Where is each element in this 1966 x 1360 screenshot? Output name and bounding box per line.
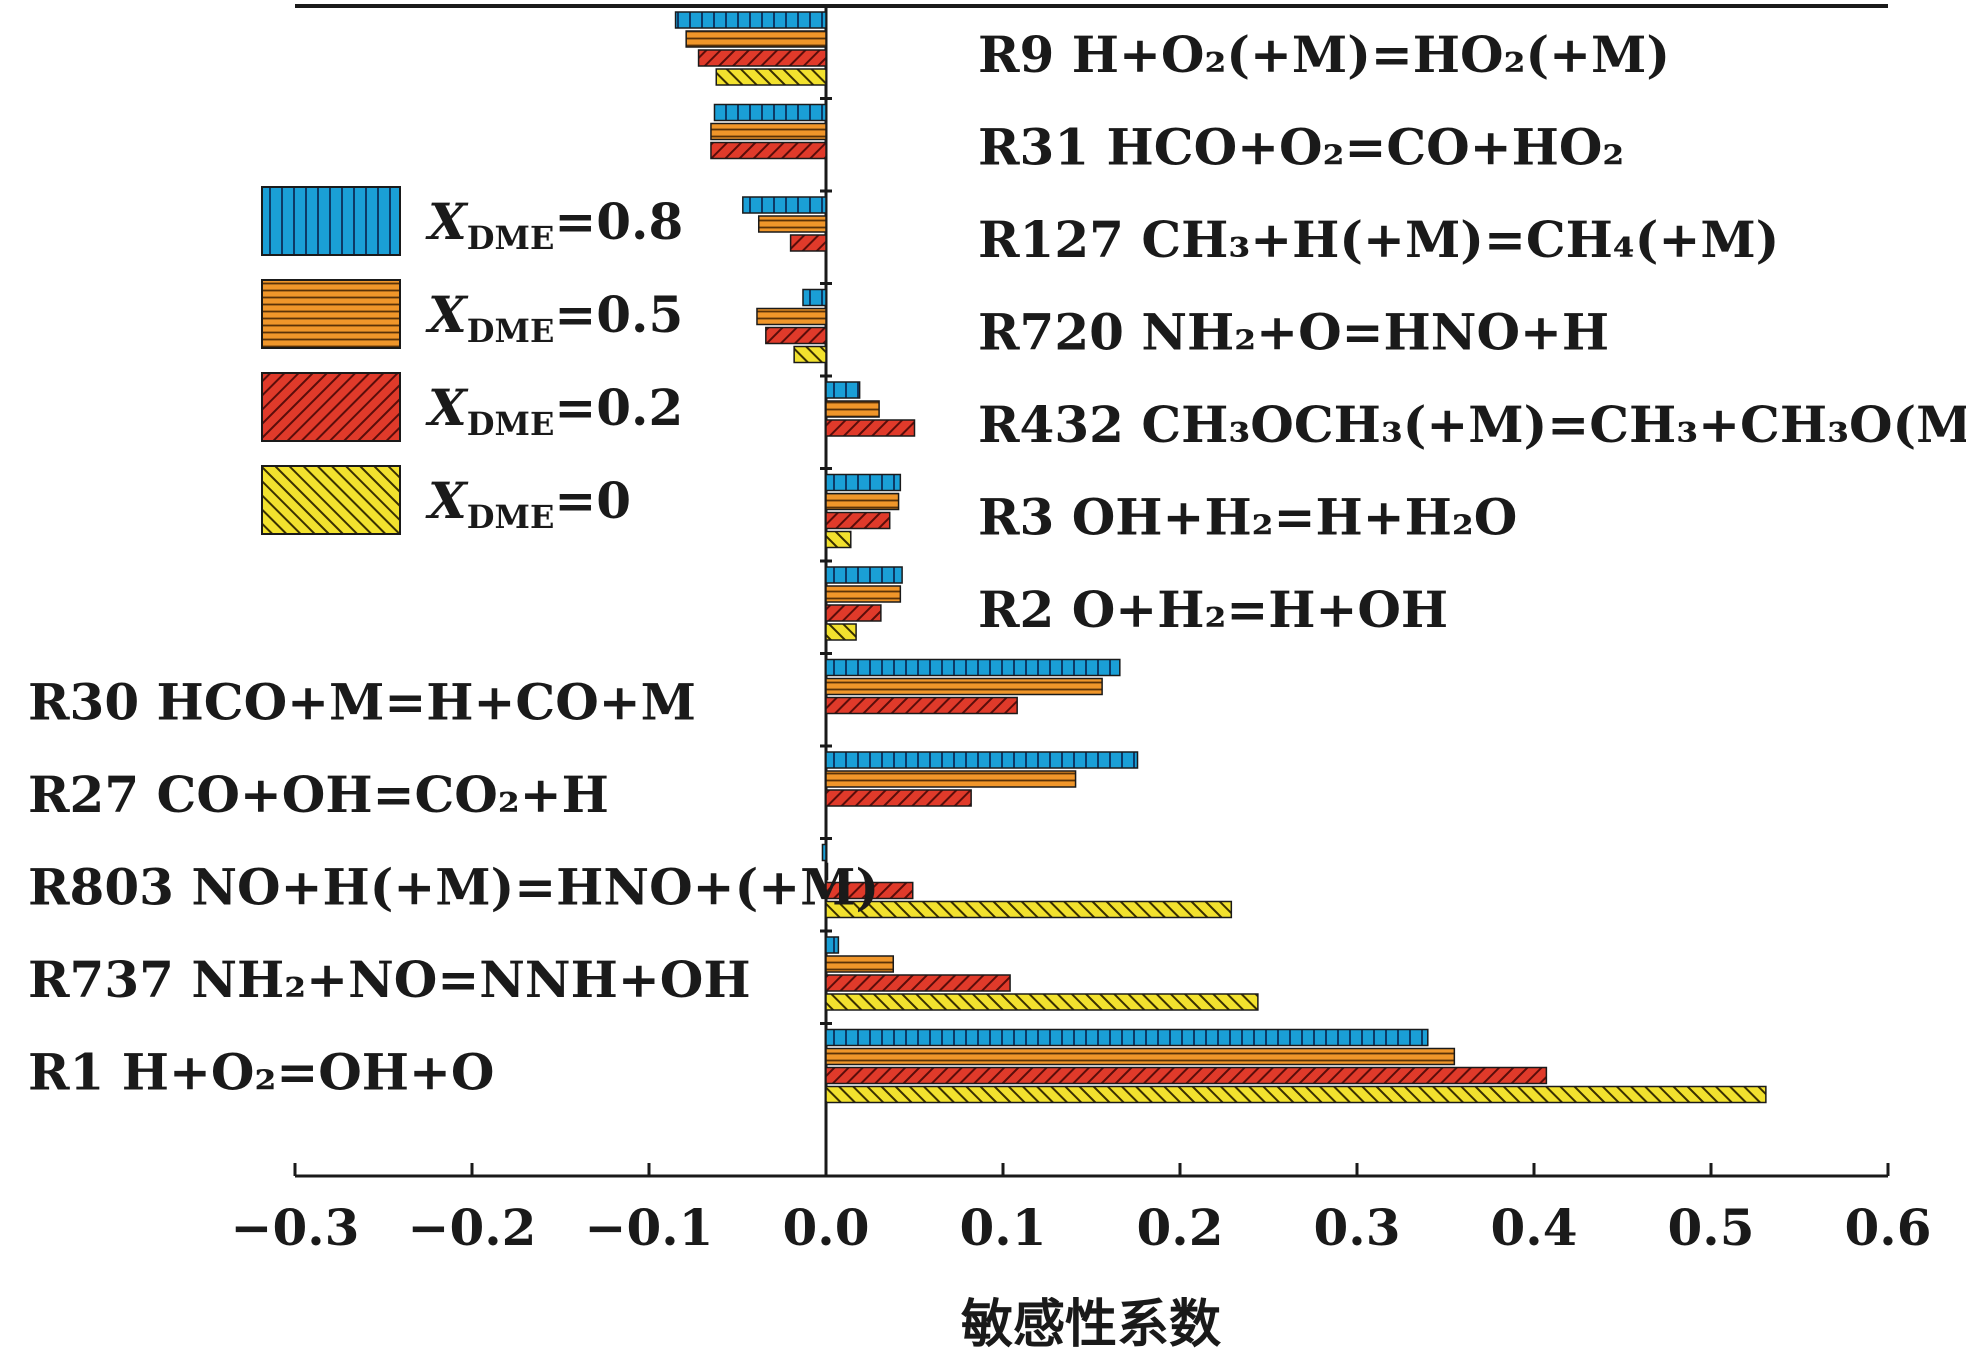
bar-R720-series-1 — [756, 307, 827, 326]
bar-R737-series-1 — [825, 955, 895, 973]
legend-value: =0.2 — [554, 378, 683, 437]
legend-value: =0.8 — [554, 192, 683, 251]
bar-R432-series-0 — [825, 381, 861, 399]
bar-R3-series-2 — [825, 511, 891, 530]
reaction-label-R1: R1 H+O₂=OH+O — [28, 1043, 494, 1102]
legend-swatch-1 — [261, 279, 401, 349]
reaction-label-R3: R3 OH+H₂=H+H₂O — [978, 488, 1517, 547]
x-tick-label: 0.6 — [1845, 1198, 1932, 1257]
legend-label-2: XDME=0.2 — [425, 378, 683, 443]
bar-R27-series-2 — [825, 789, 972, 807]
x-axis-tick-labels: −0.3 −0.2 −0.1 0.0 0.1 0.2 0.3 0.4 0.5 0.6 — [231, 1198, 1932, 1257]
reaction-labels: R9 H+O₂(+M)=HO₂(+M) R31 HCO+O₂=CO+HO₂ R127… — [28, 25, 1966, 1102]
reaction-label-R803: R803 NO+H(+M)=HNO+(+M) — [28, 858, 879, 917]
bar-R803-series-3 — [825, 900, 1233, 919]
reaction-label-R720: R720 NH₂+O=HNO+H — [978, 303, 1609, 362]
bar-R31-series-2 — [710, 141, 827, 160]
x-tick-label: −0.1 — [585, 1198, 714, 1257]
legend-swatch-2 — [261, 372, 401, 442]
reaction-label-R9: R9 H+O₂(+M)=HO₂(+M) — [978, 25, 1670, 84]
x-tick-label: 0.3 — [1314, 1198, 1401, 1257]
legend-label-1: XDME=0.5 — [425, 285, 683, 350]
legend-value: =0.5 — [554, 285, 683, 344]
bar-R1-series-1 — [825, 1047, 1456, 1066]
bar-R9-series-3 — [715, 68, 827, 86]
reaction-label-R31: R31 HCO+O₂=CO+HO₂ — [978, 118, 1624, 177]
bar-R737-series-2 — [825, 974, 1011, 992]
bar-R2-series-0 — [825, 566, 903, 584]
x-tick-label: 0.4 — [1491, 1198, 1578, 1257]
bar-R127-series-2 — [789, 234, 827, 252]
bar-R127-series-0 — [742, 196, 827, 214]
bar-R432-series-2 — [825, 419, 916, 437]
bar-R30-series-2 — [825, 696, 1018, 715]
reaction-label-R737: R737 NH₂+NO=NNH+OH — [28, 950, 751, 1009]
bar-R737-series-3 — [825, 993, 1259, 1011]
bar-R1-series-0 — [825, 1028, 1429, 1047]
bar-R2-series-3 — [825, 623, 857, 641]
bar-R27-series-1 — [825, 770, 1077, 788]
bar-R720-series-3 — [793, 345, 827, 364]
legend-var: X — [425, 471, 469, 530]
reaction-label-R27: R27 CO+OH=CO₂+H — [28, 765, 609, 824]
legend-swatch-3 — [261, 465, 401, 535]
bar-R720-series-0 — [802, 288, 827, 307]
bar-R2-series-1 — [825, 585, 902, 603]
bar-R9-series-1 — [685, 30, 827, 48]
legend-var: X — [425, 192, 469, 251]
bar-R30-series-0 — [825, 658, 1121, 677]
legend-sub: DME — [467, 219, 555, 257]
reaction-label-R2: R2 O+H₂=H+OH — [978, 580, 1448, 639]
bar-R1-series-3 — [825, 1085, 1767, 1104]
legend-var: X — [425, 285, 469, 344]
reaction-label-R432: R432 CH₃OCH₃(+M)=CH₃+CH₃O(M) — [978, 395, 1966, 454]
x-tick-label: 0.0 — [783, 1198, 870, 1257]
reaction-label-R30: R30 HCO+M=H+CO+M — [28, 673, 696, 732]
bar-R30-series-1 — [825, 677, 1103, 696]
legend-var: X — [425, 378, 469, 437]
bar-R737-series-0 — [825, 936, 840, 954]
x-tick-label: 0.2 — [1137, 1198, 1224, 1257]
legend-swatch-0 — [261, 186, 401, 256]
bar-R3-series-1 — [825, 492, 900, 511]
bar-marks — [674, 11, 1767, 1104]
bar-R27-series-0 — [825, 751, 1139, 769]
x-tick-label: −0.2 — [408, 1198, 537, 1257]
bar-R2-series-2 — [825, 604, 882, 622]
x-axis-title: 敏感性系数 — [961, 1295, 1221, 1355]
bar-R803-series-1 — [825, 862, 829, 881]
legend-sub: DME — [467, 405, 555, 443]
bar-R803-series-0 — [821, 843, 827, 862]
legend-label-0: XDME=0.8 — [425, 192, 683, 257]
bar-R3-series-3 — [825, 530, 852, 549]
bar-R31-series-1 — [710, 122, 827, 141]
bar-R1-series-2 — [825, 1066, 1548, 1085]
y-axis-ticks — [820, 97, 832, 1025]
bar-R31-series-0 — [713, 103, 827, 122]
legend-value: =0 — [554, 471, 631, 530]
bar-R3-series-0 — [825, 473, 902, 492]
bar-R803-series-2 — [825, 881, 914, 900]
legend-sub: DME — [467, 498, 555, 536]
bar-R127-series-1 — [757, 215, 827, 233]
bar-R720-series-2 — [765, 326, 827, 345]
x-tick-label: 0.1 — [960, 1198, 1047, 1257]
x-tick-label: 0.5 — [1668, 1198, 1755, 1257]
legend-sub: DME — [467, 312, 555, 350]
legend-label-3: XDME=0 — [425, 471, 631, 536]
x-axis-ticks — [293, 1163, 1890, 1176]
reaction-label-R127: R127 CH₃+H(+M)=CH₄(+M) — [978, 210, 1779, 269]
bar-R9-series-0 — [674, 11, 827, 29]
bar-R432-series-1 — [825, 400, 880, 418]
x-tick-label: −0.3 — [231, 1198, 360, 1257]
bar-R9-series-2 — [697, 49, 827, 67]
